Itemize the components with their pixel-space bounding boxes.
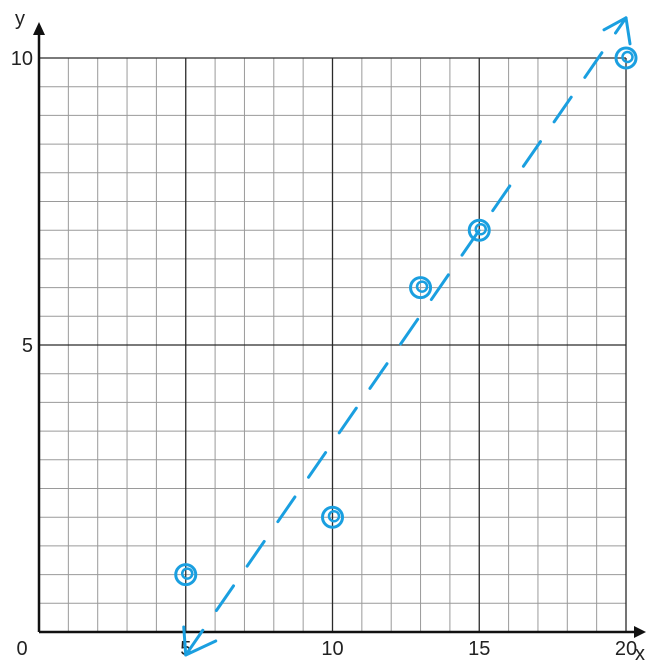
origin-label: 0 (16, 638, 27, 660)
trend-arrowhead-top (602, 16, 632, 46)
data-point-ring (467, 218, 491, 242)
x-axis-arrow (634, 626, 646, 638)
axes (33, 22, 646, 638)
major-grid (39, 57, 627, 632)
y-axis-label: y (15, 8, 25, 30)
data-point (174, 563, 198, 587)
data-point (409, 276, 433, 300)
data-point (467, 218, 491, 242)
data-point-inner (621, 50, 634, 64)
x-axis-label: x (635, 643, 645, 665)
data-point-inner (181, 567, 194, 580)
y-tick-label: 10 (11, 48, 33, 70)
data-point-ring (321, 505, 344, 529)
trend-dashed-line (184, 16, 628, 657)
trend-arrowhead-bottom (182, 625, 218, 657)
x-tick-label: 10 (321, 638, 343, 660)
data-points (174, 46, 638, 587)
y-tick-label: 5 (22, 335, 33, 357)
data-point-ring (614, 46, 638, 70)
data-point-ring (174, 563, 198, 587)
data-point-inner (327, 509, 341, 523)
x-tick-label: 20 (615, 638, 637, 660)
data-point-ring (409, 276, 433, 300)
data-point (321, 505, 344, 529)
trend-line (182, 16, 632, 657)
x-tick-label: 15 (468, 638, 490, 660)
data-point (614, 46, 638, 70)
data-point-inner (415, 280, 429, 293)
y-axis-arrow (33, 22, 45, 35)
data-point-inner (474, 222, 487, 236)
